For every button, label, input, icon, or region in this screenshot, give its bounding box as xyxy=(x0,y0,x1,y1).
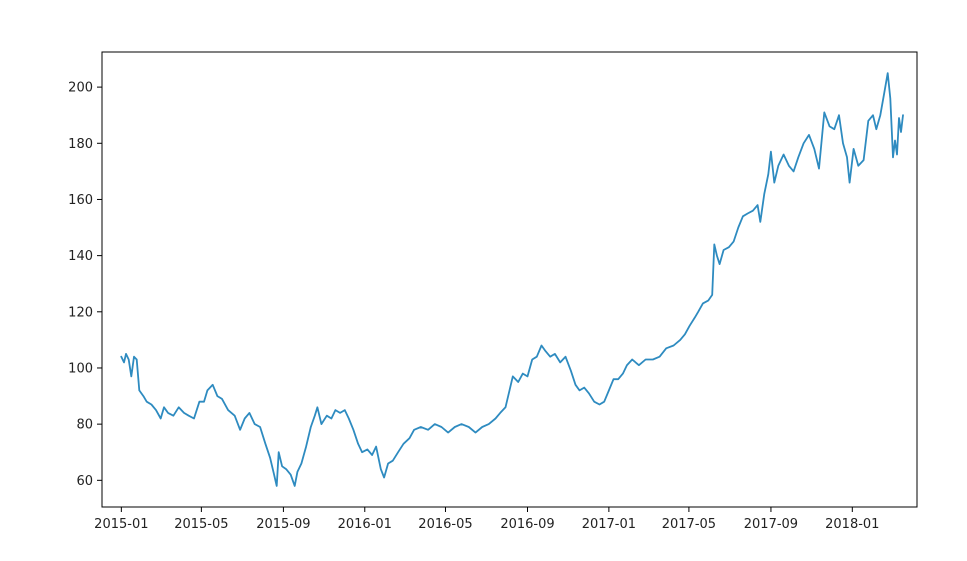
x-tick-label: 2017-05 xyxy=(662,517,716,532)
x-tick-label: 2018-01 xyxy=(825,517,879,532)
y-tick-label: 80 xyxy=(76,418,93,433)
x-tick-label: 2016-05 xyxy=(418,517,472,532)
plot-frame xyxy=(101,51,918,508)
x-tick-label: 2015-01 xyxy=(94,517,148,532)
x-tick-label: 2017-09 xyxy=(744,517,798,532)
y-tick-label: 160 xyxy=(68,193,93,208)
y-tick-label: 60 xyxy=(76,474,93,489)
series-line-0 xyxy=(120,72,904,487)
x-tick-label: 2016-01 xyxy=(338,517,392,532)
y-tick-label: 200 xyxy=(68,81,93,96)
x-tick-label: 2017-01 xyxy=(582,517,636,532)
x-tick-label: 2016-09 xyxy=(500,517,554,532)
y-tick-label: 120 xyxy=(68,305,93,320)
y-tick-label: 100 xyxy=(68,361,93,376)
y-tick-label: 140 xyxy=(68,249,93,264)
x-tick-label: 2015-05 xyxy=(174,517,228,532)
x-tick-label: 2015-09 xyxy=(256,517,310,532)
y-axis: 60 80 100 120 140 160 180 200 xyxy=(68,81,102,489)
plot-area xyxy=(102,52,917,507)
y-tick-label: 180 xyxy=(68,137,93,152)
series-layer xyxy=(120,72,904,487)
x-axis: 2015-01 2015-05 2015-09 2016-01 2016-05 2016-… xyxy=(94,507,879,532)
